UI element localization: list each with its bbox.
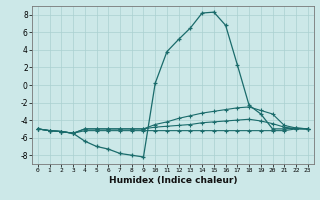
X-axis label: Humidex (Indice chaleur): Humidex (Indice chaleur)	[108, 176, 237, 185]
